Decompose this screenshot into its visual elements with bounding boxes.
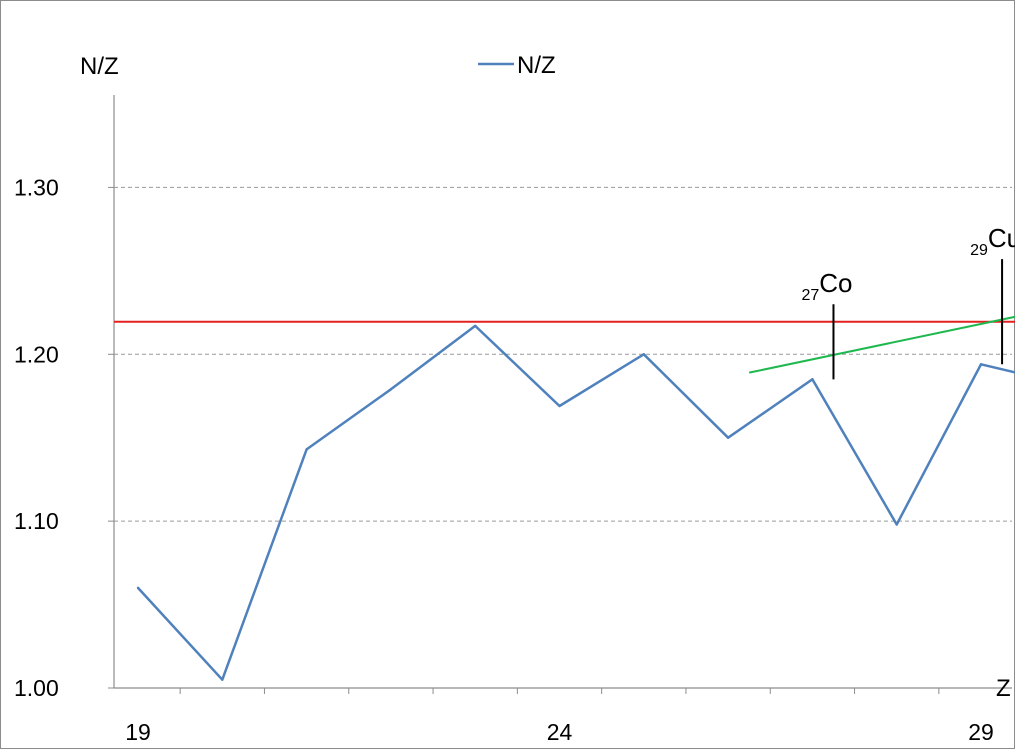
legend: N/Z [478, 52, 556, 79]
data-point-z24 [558, 404, 561, 408]
y-axis-label: N/Z [80, 53, 119, 80]
series-group [136, 324, 1015, 681]
data-point-z29 [979, 363, 983, 366]
data-point-z26 [726, 436, 730, 439]
y-tick-labels: 1.00 1.10 1.20 1.30 [14, 174, 114, 701]
y-tick-label-1.30: 1.30 [14, 174, 59, 200]
x-tick-labels: 19242934 [125, 688, 994, 745]
grid-lines [114, 186, 1012, 522]
y-tick-label-1.00: 1.00 [14, 675, 59, 701]
marker-label-cu: 29Cu34,36 [970, 223, 1015, 259]
x-tick-label-24: 24 [547, 719, 573, 745]
data-point-z19 [136, 586, 140, 590]
reference-line-2 [748, 315, 1015, 374]
axes [113, 95, 1012, 689]
reference-lines: (3/2)1/2N/Z=(3/2)1/2 Line [114, 315, 1015, 374]
data-point-z22 [389, 388, 393, 391]
data-point-z28 [895, 523, 898, 526]
data-point-z21 [305, 448, 308, 451]
y-tick-label-1.20: 1.20 [14, 341, 59, 367]
data-point-z20 [221, 678, 224, 681]
series-line-nz [137, 324, 1015, 681]
y-tick-label-1.10: 1.10 [14, 508, 59, 534]
data-point-z23 [474, 324, 477, 328]
x-tick-label-29: 29 [968, 719, 994, 745]
marker-label-co: 27Co [801, 268, 852, 304]
element-markers: 27Co29Cu34,3631Ga [801, 223, 1015, 380]
x-tick-label-19: 19 [125, 719, 151, 745]
data-point-z25 [642, 353, 645, 356]
data-point-z27 [811, 378, 814, 381]
legend-label: N/Z [517, 52, 556, 79]
x-axis-label: Z [996, 675, 1011, 702]
